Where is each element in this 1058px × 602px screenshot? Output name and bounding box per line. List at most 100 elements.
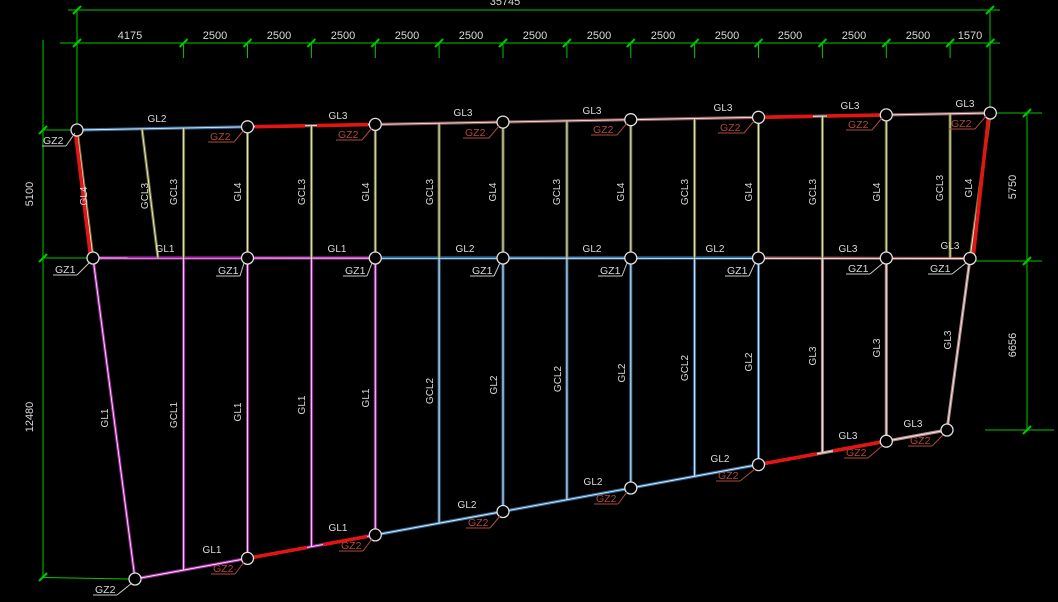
dim-right-1: 6656 xyxy=(1007,333,1019,357)
label-bot-beam-1: GL1 xyxy=(329,523,348,534)
label-lower-col-7: GCL2 xyxy=(553,366,564,393)
dim-top-3: 2500 xyxy=(331,30,355,42)
dim-top-11: 2500 xyxy=(842,30,866,42)
tag-gz-bot-0: GZ2 xyxy=(95,584,116,596)
label-mid-beam-4: GL2 xyxy=(706,244,725,255)
tag-gz-bot-4: GZ2 xyxy=(596,493,617,505)
label-mid-beam-1: GL1 xyxy=(328,244,347,255)
label-top-beam-5: GL3 xyxy=(841,101,860,112)
dim-right-0: 5750 xyxy=(1007,175,1019,199)
label-upper-col-12: GCL3 xyxy=(808,179,819,206)
label-upper-col-4: GCL3 xyxy=(297,179,308,206)
tag-gz-mid-7: GZ1 xyxy=(930,263,951,275)
dim-top-1: 2500 xyxy=(203,30,227,42)
tag-gz-top-6: GZ2 xyxy=(848,119,869,131)
member-red-segments xyxy=(73,113,991,560)
tag-gz-bot-6: GZ2 xyxy=(846,447,867,459)
label-upper-col-10: GCL3 xyxy=(680,179,691,206)
label-top-beam-2: GL3 xyxy=(454,108,473,119)
tag-gz-top-4: GZ2 xyxy=(593,124,614,136)
tag-gz-top-7: GZ2 xyxy=(951,118,972,130)
tag-gz-top-0: GZ2 xyxy=(43,135,64,147)
label-lower-col-10: GL2 xyxy=(744,352,755,371)
dim-top-13: 1570 xyxy=(958,30,982,42)
column-labels: GL4 GCL3 GCL3 GL4 GCL3 GL4 GCL3 GL4 GCL3… xyxy=(79,175,975,429)
label-lower-col-2: GL1 xyxy=(233,402,244,421)
support-tags-top: GZ2 GZ2 GZ2 GZ2 GZ2 GZ2 GZ2 GZ2 xyxy=(42,115,987,147)
label-upper-col-7: GL4 xyxy=(488,182,499,201)
tag-gz-mid-6: GZ1 xyxy=(848,263,869,275)
label-lower-col-3: GL1 xyxy=(297,395,308,414)
node-circles xyxy=(70,106,997,586)
label-top-beam-4: GL3 xyxy=(714,103,733,114)
label-bot-beam-6: GL3 xyxy=(904,419,923,430)
dim-top-9: 2500 xyxy=(715,30,739,42)
dim-total: 35745 xyxy=(490,0,521,8)
label-mid-beam-2: GL2 xyxy=(456,244,475,255)
label-mid-beam-6: GL3 xyxy=(941,241,960,252)
label-upper-col-1: GCL3 xyxy=(140,183,151,210)
dim-top-8: 2500 xyxy=(651,30,675,42)
tag-gz-top-3: GZ2 xyxy=(465,127,486,139)
dim-left-1: 12480 xyxy=(24,402,36,433)
label-upper-col-3: GL4 xyxy=(233,182,244,201)
tag-gz-mid-3: GZ1 xyxy=(472,265,493,277)
label-upper-col-14: GCL3 xyxy=(935,175,946,202)
label-mid-beam-0: GL1 xyxy=(156,244,175,255)
label-lower-col-9: GCL2 xyxy=(680,355,691,382)
tag-gz-mid-4: GZ1 xyxy=(600,265,621,277)
label-bot-beam-2: GL2 xyxy=(458,500,477,511)
dim-top-4: 2500 xyxy=(395,30,419,42)
label-upper-col-11: GL4 xyxy=(744,182,755,201)
label-bot-beam-5: GL3 xyxy=(839,431,858,442)
tag-gz-bot-3: GZ2 xyxy=(468,517,489,529)
label-lower-col-1: GCL1 xyxy=(169,402,180,429)
label-mid-beam-5: GL3 xyxy=(839,244,858,255)
label-upper-col-9: GL4 xyxy=(616,182,627,201)
tag-gz-mid-2: GZ1 xyxy=(345,265,366,277)
label-mid-beam-3: GL2 xyxy=(583,244,602,255)
label-lower-col-8: GL2 xyxy=(617,363,628,382)
label-top-beam-3: GL3 xyxy=(583,106,602,117)
dim-top-10: 2500 xyxy=(778,30,802,42)
dim-top-6: 2500 xyxy=(523,30,547,42)
label-top-beam-0: GL2 xyxy=(148,114,167,125)
label-bot-beam-0: GL1 xyxy=(203,545,222,556)
support-tags-bot: GZ2 GZ2 GZ2 GZ2 GZ2 GZ2 GZ2 GZ2 xyxy=(93,434,944,596)
label-bot-beam-3: GL2 xyxy=(584,477,603,488)
tag-gz-mid-1: GZ1 xyxy=(218,265,239,277)
dim-left-0: 5100 xyxy=(24,182,36,206)
label-upper-col-13: GL4 xyxy=(872,182,883,201)
tag-gz-top-5: GZ2 xyxy=(720,122,741,134)
dim-top-5: 2500 xyxy=(459,30,483,42)
tag-gz-mid-5: GZ1 xyxy=(727,265,748,277)
tag-gz-bot-1: GZ2 xyxy=(213,563,234,575)
label-lower-col-5: GCL2 xyxy=(425,378,436,405)
tag-gz-top-2: GZ2 xyxy=(338,129,359,141)
label-lower-col-12: GL3 xyxy=(872,338,883,357)
label-upper-col-5: GL4 xyxy=(361,182,372,201)
label-upper-col-8: GCL3 xyxy=(552,179,563,206)
dimension-lines xyxy=(38,5,1054,582)
label-top-beam-6: GL3 xyxy=(956,99,975,110)
tag-gz-bot-2: GZ2 xyxy=(341,540,362,552)
tag-gz-bot-5: GZ2 xyxy=(718,470,739,482)
label-lower-col-0: GL1 xyxy=(100,408,111,427)
label-upper-col-15: GL4 xyxy=(964,178,975,197)
label-lower-col-11: GL3 xyxy=(808,346,819,365)
dimension-texts: 35745 4175 2500 2500 2500 2500 2500 2500… xyxy=(24,0,1019,432)
dim-top-2: 2500 xyxy=(267,30,291,42)
label-lower-col-4: GL1 xyxy=(361,388,372,407)
label-bot-beam-4: GL2 xyxy=(711,454,730,465)
label-upper-col-2: GCL3 xyxy=(169,179,180,206)
label-top-beam-1: GL3 xyxy=(329,111,348,122)
tag-gz-bot-7: GZ2 xyxy=(910,435,931,447)
label-lower-col-13: GL3 xyxy=(943,330,954,349)
label-lower-col-6: GL2 xyxy=(489,375,500,394)
dim-top-7: 2500 xyxy=(587,30,611,42)
dim-top-0: 4175 xyxy=(118,30,142,42)
members xyxy=(73,111,992,581)
label-upper-col-0: GL4 xyxy=(79,186,90,205)
